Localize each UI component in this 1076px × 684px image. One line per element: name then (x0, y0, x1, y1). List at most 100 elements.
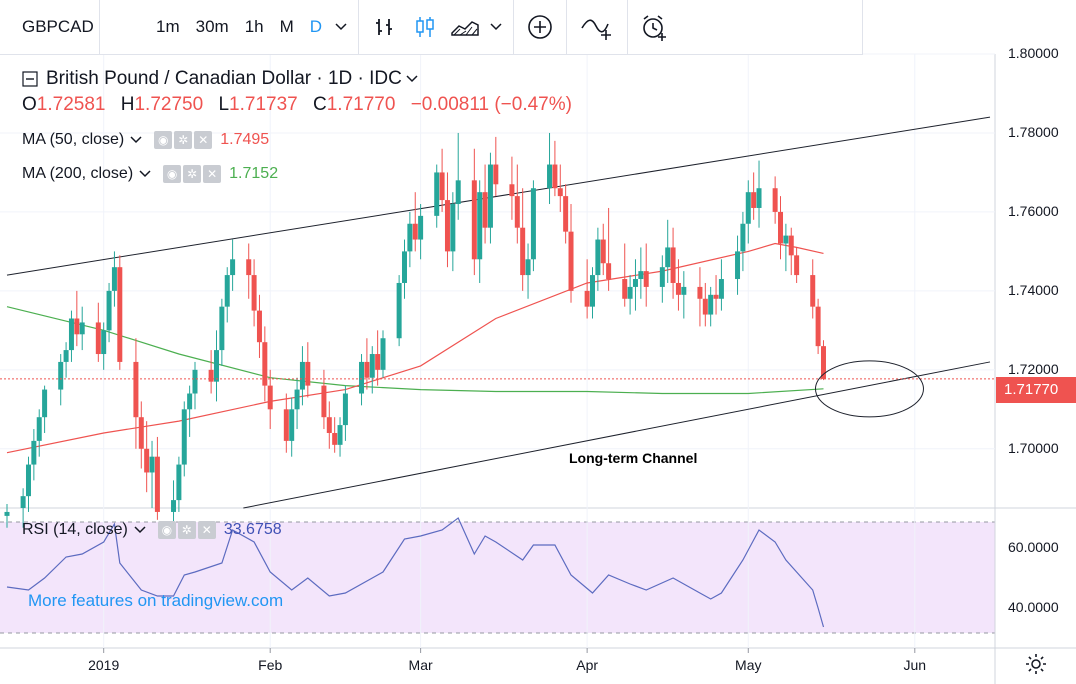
candle-body (154, 456, 160, 512)
alert-icon[interactable] (634, 0, 674, 54)
candle-body (670, 247, 676, 283)
low-key: L (218, 94, 230, 115)
time-tick-label: Mar (408, 657, 433, 673)
candle-body (584, 290, 590, 307)
candle-body (171, 500, 177, 512)
ma200-label[interactable]: MA (200, close) (22, 165, 134, 182)
candle-body (783, 235, 789, 244)
price-tick-label: 1.80000 (1008, 45, 1059, 61)
candle-body (342, 393, 348, 426)
interval-1m[interactable]: 1m (156, 17, 180, 36)
rsi-band (0, 522, 995, 633)
area-chart-icon[interactable] (445, 0, 485, 54)
candle-body (751, 192, 757, 208)
ma50-value: 1.7495 (220, 131, 270, 148)
chevron-down-icon[interactable] (134, 526, 146, 534)
candle-body (407, 223, 413, 252)
candlestick-icon[interactable] (405, 0, 445, 54)
candle-body (439, 172, 445, 201)
series-title[interactable]: British Pound / Canadian Dollar · 1D · I… (46, 68, 402, 89)
candle-body (117, 267, 123, 362)
candle-body (321, 385, 327, 418)
add-compare-icon[interactable] (520, 0, 560, 54)
candle-body (133, 361, 139, 418)
candle-body (31, 440, 37, 465)
candle-body (520, 227, 526, 276)
candle-body (359, 361, 365, 394)
candle-body (256, 310, 262, 343)
close-icon[interactable]: ✕ (197, 521, 216, 539)
candle-body (778, 211, 784, 244)
interval-1h[interactable]: 1h (244, 17, 264, 36)
candle-body (638, 271, 644, 280)
candle-body (745, 192, 751, 224)
ma200-value: 1.7152 (229, 165, 279, 182)
close-key: C (313, 94, 327, 115)
candle-body (547, 164, 553, 189)
chevron-down-icon[interactable] (139, 170, 151, 178)
gear-icon[interactable]: ✲ (183, 165, 202, 183)
candle-body (622, 279, 628, 299)
ma50-legend[interactable]: MA (50, close) ◉ ✲ ✕ 1.7495 (22, 131, 269, 149)
eye-icon[interactable]: ◉ (154, 131, 173, 149)
candle-body (514, 196, 520, 228)
candle-body (68, 318, 74, 351)
candle-body (794, 255, 800, 276)
time-tick-label: Feb (258, 657, 283, 673)
eye-icon[interactable]: ◉ (157, 521, 176, 539)
candle-body (219, 306, 225, 351)
candle-body (246, 259, 252, 276)
gear-icon[interactable]: ✲ (174, 131, 193, 149)
ma200-legend[interactable]: MA (200, close) ◉ ✲ ✕ 1.7152 (22, 165, 278, 183)
ohlc-values: O1.72581 H1.72750 L1.71737 C1.71770 −0.0… (22, 94, 582, 116)
candle-body (79, 322, 85, 335)
rsi-label[interactable]: RSI (14, close) (22, 521, 128, 538)
price-tick-label: 1.72000 (1008, 360, 1059, 377)
candle-body (418, 215, 424, 240)
candle-body (181, 409, 187, 465)
candle-body (563, 196, 569, 232)
price-tick-label: 1.74000 (1008, 281, 1059, 298)
price-tick-label: 1.70000 (1008, 439, 1059, 456)
chevron-down-icon[interactable] (130, 136, 142, 144)
ma200-line (6, 306, 824, 395)
candle-body (509, 184, 515, 197)
toolbar-divider (513, 0, 515, 54)
candle-body (756, 188, 762, 208)
candle-body (788, 235, 794, 256)
eye-icon[interactable]: ◉ (163, 165, 182, 183)
main-pane (0, 54, 995, 508)
candle-body (665, 247, 671, 268)
candle-body (557, 188, 563, 197)
settings-gear-icon[interactable] (1024, 652, 1048, 676)
chevron-down-icon[interactable] (330, 0, 352, 54)
candle-body (63, 350, 69, 362)
candle-body (106, 290, 112, 331)
collapse-icon[interactable] (22, 71, 38, 87)
interval-d[interactable]: D (309, 17, 323, 36)
open-key: O (22, 94, 37, 115)
candle-body (697, 286, 703, 299)
rsi-value: 33.6758 (223, 521, 282, 538)
interval-30m[interactable]: 30m (195, 17, 229, 36)
bar-chart-icon[interactable] (365, 0, 405, 54)
close-value: 1.71770 (326, 94, 396, 115)
candle-body (25, 464, 31, 497)
candle-body (525, 259, 531, 276)
close-icon[interactable]: ✕ (203, 165, 222, 183)
tradingview-watermark[interactable]: More features on tradingview.com (28, 591, 284, 610)
close-icon[interactable]: ✕ (194, 131, 213, 149)
candle-body (267, 385, 273, 410)
rsi-legend[interactable]: RSI (14, close) ◉ ✲ ✕ 33.6758 (22, 521, 282, 539)
candle-body (299, 361, 305, 390)
indicators-icon[interactable] (573, 0, 621, 54)
candle-body (289, 409, 295, 441)
chevron-down-icon[interactable] (406, 75, 418, 83)
time-tick-label: 2019 (88, 657, 120, 673)
chevron-down-icon[interactable] (485, 0, 507, 54)
symbol-search[interactable]: GBPCAD (0, 0, 100, 54)
interval-m[interactable]: M (279, 17, 294, 36)
ma50-label[interactable]: MA (50, close) (22, 131, 125, 148)
gear-icon[interactable]: ✲ (177, 521, 196, 539)
